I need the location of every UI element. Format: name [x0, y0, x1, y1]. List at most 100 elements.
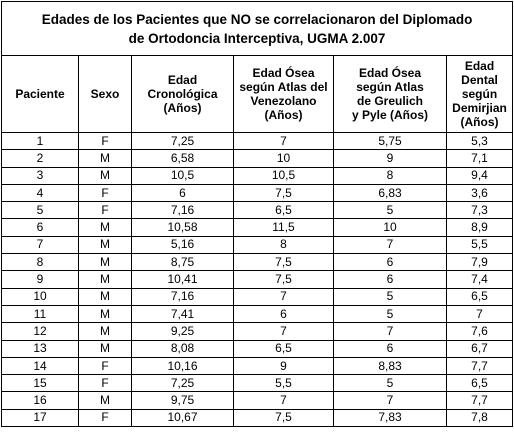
header-line: Demirjian	[452, 101, 507, 115]
table-row: 11 M 7,41 6 5 7	[1, 304, 514, 324]
table-cell: 10,58	[131, 218, 234, 237]
title-row: Edades de los Pacientes que NO se correl…	[0, 1, 514, 56]
table-cell: 5,75	[333, 131, 447, 151]
table-row: 10 M 7,16 7 5 6,5	[1, 287, 514, 306]
table-cell: 7	[333, 235, 447, 255]
header-line: Sexo	[90, 87, 120, 101]
table-cell: 13	[1, 339, 79, 358]
table-cell: M	[78, 304, 132, 324]
table-row: 2 M 6,58 10 9 7,1	[1, 149, 514, 168]
table-cell: 8,75	[131, 253, 234, 272]
header-line: según Atlas del	[239, 80, 328, 94]
header-line: Edad Ósea	[358, 66, 422, 80]
table-cell: 6,7	[445, 339, 514, 358]
table-cell: 5,5	[233, 374, 334, 393]
table-cell: 6,5	[233, 201, 334, 220]
table-cell: 5	[1, 201, 79, 220]
table-row: 5 F 7,16 6,5 5 7,3	[1, 201, 514, 220]
table-row: 13 M 8,08 6,5 6 6,7	[1, 339, 514, 358]
table-cell: 6	[333, 270, 447, 289]
table-cell: 7,5	[233, 408, 334, 428]
table-cell: 11,5	[233, 218, 334, 237]
table-cell: 9,75	[131, 391, 234, 410]
table-cell: 6,5	[445, 287, 514, 306]
table-cell: 7,5	[233, 183, 334, 203]
table-cell: 7,7	[445, 391, 514, 410]
table-cell: 6,58	[131, 149, 234, 168]
table-cell: 8	[1, 253, 79, 272]
table-cell: 7,7	[445, 356, 514, 376]
table-cell: 16	[1, 391, 79, 410]
title-line: de Ortodoncia Interceptiva, UGMA 2.007	[128, 30, 386, 46]
table-cell: 7,41	[131, 304, 234, 324]
table-cell: 5	[333, 374, 447, 393]
table-cell: 7,3	[445, 201, 514, 220]
table-cell: 7,1	[445, 149, 514, 168]
table-cell: M	[78, 218, 132, 237]
header-line: según Atlas	[356, 80, 424, 94]
table-cell: 7,6	[445, 322, 514, 341]
table-row: 7 M 5,16 8 7 5,5	[1, 235, 514, 255]
header-line: (Años)	[264, 108, 303, 122]
header-cell: Sexo	[78, 55, 132, 133]
table-row: 6 M 10,58 11,5 10 8,9	[1, 218, 514, 237]
header-line: Edad Ósea	[252, 66, 315, 80]
table-row: 1 F 7,25 7 5,75 5,3	[1, 131, 514, 151]
header-line: de Greulich	[356, 94, 424, 108]
table-cell: 5	[333, 201, 447, 220]
header-cell: Paciente	[1, 55, 79, 133]
table-cell: 17	[1, 408, 79, 428]
table-cell: 2	[1, 149, 79, 168]
header-line: (Años)	[460, 115, 499, 129]
table-cell: F	[78, 201, 132, 220]
header-line: Paciente	[15, 87, 65, 101]
table-cell: 9	[233, 356, 334, 376]
table-cell: 9	[1, 270, 79, 289]
table-row: 9 M 10,41 7,5 6 7,4	[1, 270, 514, 289]
table-cell: M	[78, 166, 132, 185]
table-cell: 12	[1, 322, 79, 341]
table-cell: F	[78, 374, 132, 393]
header-cell: Edad Cronológica (Años)	[131, 55, 234, 133]
table-cell: 6	[233, 304, 334, 324]
table-cell: F	[78, 356, 132, 376]
table-cell: M	[78, 322, 132, 341]
table-cell: 1	[1, 131, 79, 151]
table-cell: F	[78, 131, 132, 151]
table-cell: 10	[1, 287, 79, 306]
table-cell: 5	[333, 304, 447, 324]
table-cell: M	[78, 253, 132, 272]
table-cell: 8,83	[333, 356, 447, 376]
header-row: Paciente Sexo Edad Cronológica (Años) Edad Ós…	[1, 55, 514, 133]
table-cell: 8,08	[131, 339, 234, 358]
table-cell: 10	[233, 149, 334, 168]
table-cell: 7	[333, 391, 447, 410]
table-cell: 7	[233, 322, 334, 341]
table-cell: 7	[445, 304, 514, 324]
table-cell: 7,83	[333, 408, 447, 428]
table-row: 4 F 6 7,5 6,83 3,6	[1, 183, 514, 203]
table-row: 15 F 7,25 5,5 5 6,5	[1, 374, 514, 393]
table-cell: 9,25	[131, 322, 234, 341]
table-cell: 6	[1, 218, 79, 237]
table-row: 3 M 10,5 10,5 8 9,4	[1, 166, 514, 185]
header-line: Edad Dental	[461, 59, 498, 87]
table-cell: 6,5	[445, 374, 514, 393]
table-cell: 10,16	[131, 356, 234, 376]
table-cell: M	[78, 270, 132, 289]
table-cell: 7,5	[233, 270, 334, 289]
table-cell: 10,41	[131, 270, 234, 289]
table-cell: 5,16	[131, 235, 234, 255]
table-cell: 6,83	[333, 183, 447, 203]
table-cell: M	[78, 235, 132, 255]
table-cell: 3,6	[445, 183, 514, 203]
table-cell: 10,67	[131, 408, 234, 428]
table-cell: M	[78, 287, 132, 306]
table-cell: M	[78, 391, 132, 410]
header-line: Edad	[167, 73, 198, 87]
header-line: según	[461, 87, 498, 101]
table-cell: 8	[333, 166, 447, 185]
table-cell: 7,25	[131, 374, 234, 393]
